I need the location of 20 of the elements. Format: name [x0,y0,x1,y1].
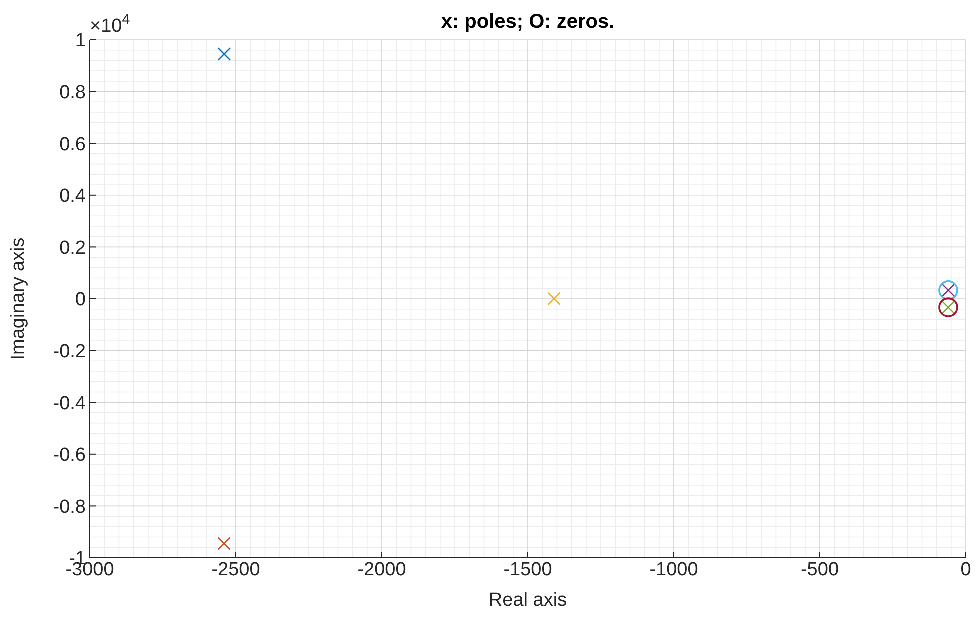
x-tick-label: -1500 [504,559,552,580]
y-tick-label: -0.8 [53,496,86,518]
y-tick-label: 0 [75,290,86,311]
y-tick-label: 1 [75,30,86,52]
y-tick-label: -0.6 [53,445,86,466]
x-tick-label: -2000 [358,559,406,580]
x-tick-label: -1000 [650,559,698,580]
y-axis-title: Imaginary axis [8,238,29,360]
y-tick-label: 0.4 [60,186,86,208]
x-tick-label: 0 [960,559,972,580]
text: ×10$^{4}$ [90,12,130,37]
y-tick-label: 0.8 [60,82,86,104]
y-tick-label: 0.2 [60,238,86,259]
x-tick-label: -500 [800,559,840,580]
y-tick-label: 0.6 [60,134,86,156]
x-axis-title: Real axis [488,590,568,611]
x-tick-label: -2500 [212,559,260,580]
chart-title: x: poles; O: zeros. [441,11,615,33]
y-tick-label: -0.2 [53,342,86,363]
y-tick-label: -0.4 [53,393,86,414]
